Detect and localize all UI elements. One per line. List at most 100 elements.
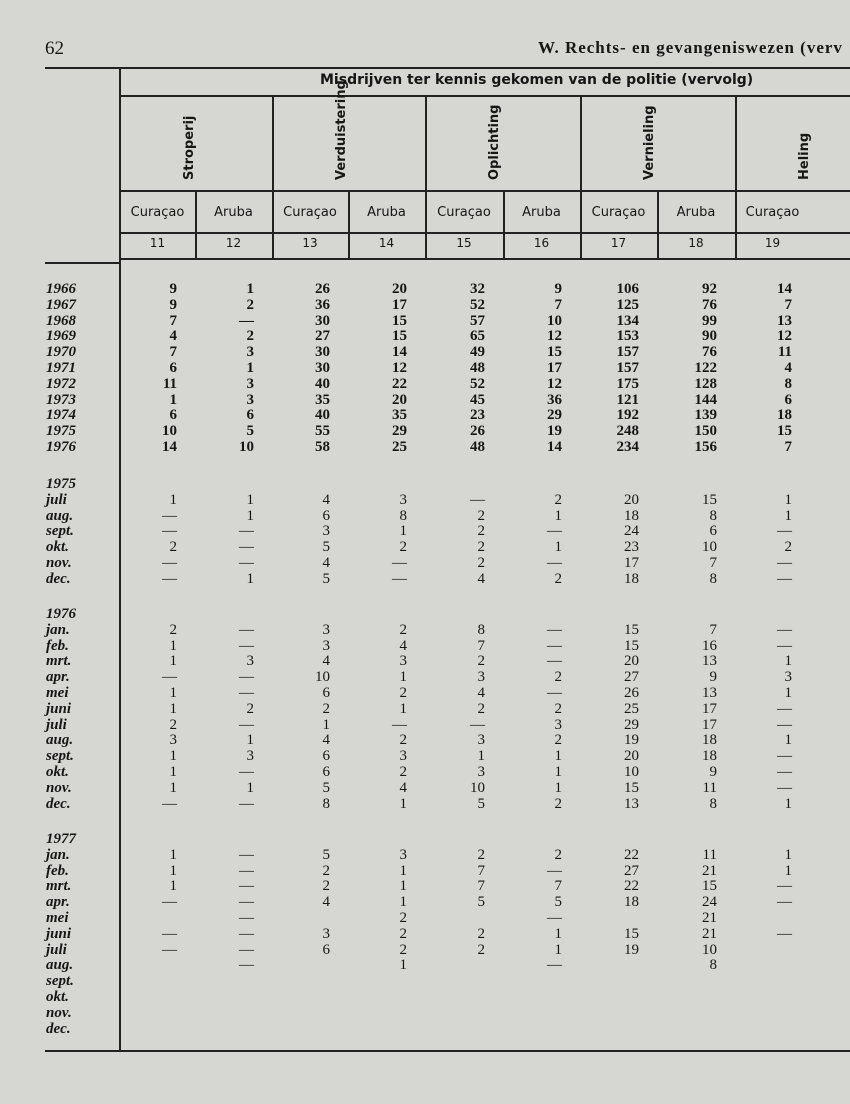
section-label: 1975 [46,476,76,492]
cell: — [239,795,254,812]
cell: 9 [709,669,718,686]
cell: 3 [477,764,486,780]
cell: — [547,621,562,638]
table-title: Misdrijven ter kennis gekomen van de pol… [320,72,754,88]
cell: 2 [477,941,486,958]
cell: — [239,862,254,879]
cell: 8 [322,795,331,812]
cell: 7 [169,344,178,361]
cell: — [162,555,177,571]
cell: 2 [477,555,486,571]
cell: 1 [169,878,178,895]
cell: 1 [169,748,178,765]
cell: 2 [477,523,486,540]
cell: 76 [702,296,717,313]
cell: 153 [616,328,640,345]
cell: — [239,621,254,638]
cell: 1 [784,653,793,670]
cell: 3 [399,748,408,765]
cell: — [239,685,254,701]
rule [503,190,505,258]
cell: 24 [624,523,639,540]
cell: 2 [554,732,563,749]
cell: 2 [784,539,793,556]
cell: 19 [624,941,639,958]
cell: 1 [169,637,178,654]
cell: 6 [169,407,178,424]
cell: 3 [554,716,563,733]
cell: 4 [322,491,331,508]
cell: — [239,523,254,540]
cell: 17 [624,555,639,571]
cell: 15 [624,621,639,638]
cell: 8 [709,570,718,587]
cell: 1 [554,764,563,780]
row-label: 1972 [46,375,76,392]
cell: 4 [322,894,331,911]
cell: 18 [702,748,717,765]
column-number: 12 [225,236,242,250]
cell: — [547,957,562,974]
row-label: okt. [46,764,69,780]
cell: 5 [322,570,331,587]
column-number: 11 [149,236,166,250]
cell: 6 [709,523,718,540]
cell: 1 [399,878,408,895]
row-label: sept. [46,973,74,990]
rule [195,190,197,258]
rule [120,95,850,97]
cell: 1 [169,779,178,796]
rule [120,232,850,234]
cell: 4 [399,779,408,796]
cell: 10 [315,669,330,686]
cell: 1 [554,748,563,765]
cell: 30 [315,344,330,361]
cell: 15 [624,779,639,796]
cell: 4 [477,685,486,701]
cell: 27 [624,669,639,686]
cell: — [777,779,792,796]
cell: 1 [554,507,563,524]
cell: 17 [702,700,717,717]
column-number: 13 [302,236,318,250]
cell: 20 [624,653,639,670]
cell: 1 [554,779,563,796]
cell: 13 [777,312,792,329]
cell: 11 [702,846,717,863]
cell: 30 [315,360,330,376]
group-label: Verduistering [334,80,349,180]
row-label: juli [46,716,67,733]
row-label: apr. [46,669,70,686]
cell: 248 [616,423,640,440]
row-label: jan. [46,621,70,638]
cell: — [470,491,485,508]
cell: 2 [477,539,486,556]
column-region: Aruba [676,205,716,220]
cell: — [547,637,562,654]
cell: 175 [616,375,640,392]
row-label: dec. [46,570,71,587]
cell: 12 [547,375,562,392]
row-label: nov. [46,555,72,571]
row-label: 1975 [46,423,76,440]
cell: 19 [547,423,562,440]
cell: 128 [694,375,718,392]
cell: 21 [702,910,717,926]
cell: 14 [777,281,792,297]
cell: 3 [169,732,178,749]
cell: — [547,862,562,879]
cell: 6 [322,764,331,780]
cell: — [239,637,254,654]
cell: 57 [470,312,485,329]
row-label: juni [46,700,72,717]
section-label: 1976 [46,606,76,622]
cell: 5 [322,779,331,796]
cell: — [392,716,407,733]
cell: 15 [702,878,717,895]
row-label: aug. [46,957,74,974]
cell: — [777,523,792,540]
cell: — [392,570,407,587]
cell: 15 [392,312,407,329]
rule [45,67,850,69]
cell: 6 [784,391,793,408]
